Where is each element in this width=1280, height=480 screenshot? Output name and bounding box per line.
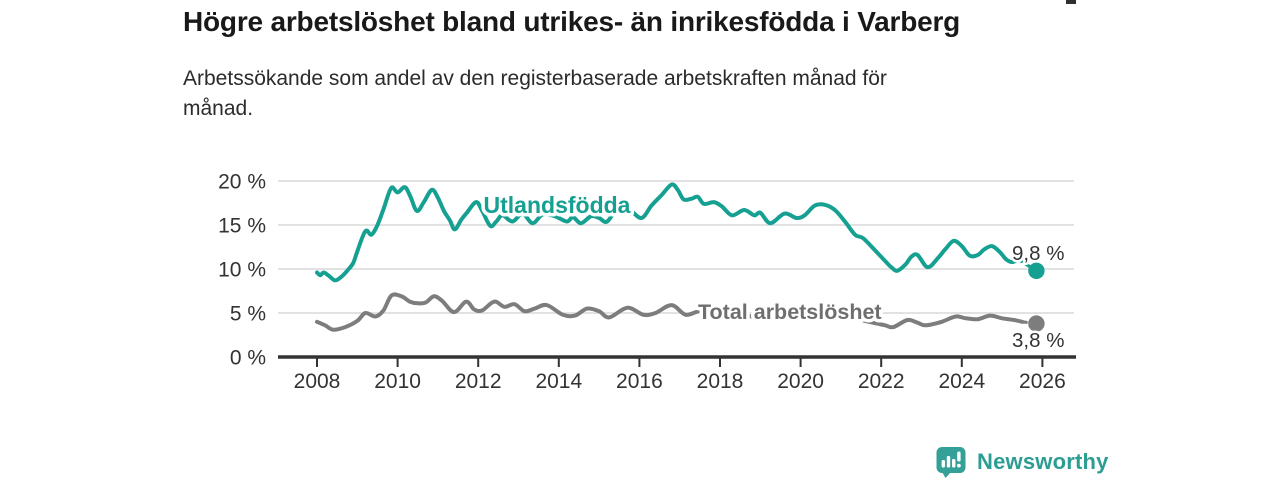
x-tick-label: 2022	[858, 370, 905, 393]
series-end-value-label-1: 3,8 %	[1012, 329, 1064, 352]
newsworthy-logo-text: Newsworthy	[977, 449, 1109, 474]
newsworthy-branding: Newsworthy	[936, 446, 1109, 478]
series-line-1	[315, 292, 1025, 332]
y-tick-label: 20 %	[218, 171, 266, 194]
x-tick-label: 2026	[1019, 370, 1066, 393]
series-end-value-label-0: 9,8 %	[1012, 242, 1064, 265]
series-label-1: Total arbetslöshet	[698, 300, 882, 324]
x-tick-label: 2010	[374, 370, 421, 393]
y-tick-label: 15 %	[218, 215, 266, 238]
chart-subtitle: Arbetssökande som andel av den registerb…	[183, 67, 887, 121]
x-tick-label: 2024	[938, 370, 985, 393]
x-tick-label: 2012	[455, 370, 502, 393]
series-end-dot-1	[1028, 315, 1045, 332]
x-tick-label: 2018	[697, 370, 744, 393]
x-tick-label: 2020	[777, 370, 824, 393]
y-tick-label: 5 %	[230, 303, 266, 326]
series-end-dot-0	[1028, 262, 1045, 279]
newsworthy-logo-icon	[936, 447, 966, 478]
cropped-top-edge-artifact	[1066, 0, 1076, 4]
series-label-0: Utlandsfödda	[484, 192, 631, 218]
y-tick-label: 0 %	[230, 347, 266, 370]
y-tick-label: 10 %	[218, 259, 266, 282]
x-tick-label: 2008	[294, 370, 341, 393]
x-tick-label: 2014	[535, 370, 582, 393]
series-line-0	[315, 182, 1021, 283]
chart-title: Högre arbetslöshet bland utrikes- än inr…	[183, 6, 961, 37]
x-tick-label: 2016	[616, 370, 663, 393]
